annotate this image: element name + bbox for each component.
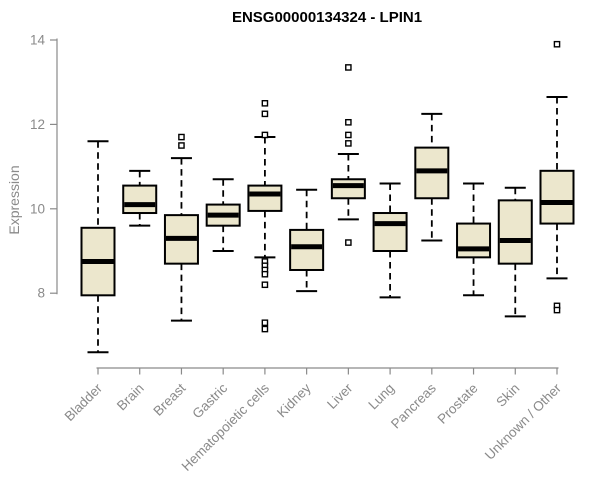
boxplot-breast [163,133,199,322]
boxplot-gastric [205,178,241,252]
outlier-point [345,239,352,246]
x-category-label-lung: Lung [365,381,397,413]
outlier-point [345,140,352,147]
outlier-point [261,325,269,333]
outlier-point [553,40,561,48]
outlier-point [178,133,185,141]
boxplot-unknown-other [539,40,575,314]
boxplot-hematopoietic-cells [247,99,283,333]
outlier-point [261,319,269,327]
y-axis-label: Expression [6,165,22,234]
x-category-label-liver: Liver [324,380,356,412]
x-category-label-breast: Breast [150,380,188,418]
boxplot-prostate [456,182,492,297]
box-rect [247,184,283,212]
outlier-point [178,142,185,149]
box-rect [539,169,575,225]
outlier-point [261,99,269,107]
box-rect [330,178,366,200]
x-category-label-kidney: Kidney [274,380,314,420]
boxplot-pancreas [414,112,450,242]
boxplot-series [80,40,575,354]
box-rect [372,212,408,253]
outlier-point [261,110,269,118]
boxplot-skin [497,186,533,318]
x-category-label-prostate: Prostate [435,381,481,427]
boxplot-lung [372,182,408,299]
box-rect [456,222,492,259]
outlier-point [261,270,269,278]
outlier-point [261,281,269,289]
x-category-label-brain: Brain [114,381,147,414]
boxplot-liver [330,64,366,246]
outlier-point [345,118,352,126]
x-category-label-unknown-other: Unknown / Other [482,380,565,463]
y-tick-label-14: 14 [30,33,46,48]
boxplot-brain [122,169,158,227]
y-tick-label-10: 10 [30,201,45,216]
x-category-label-gastric: Gastric [189,380,230,421]
chart-title: ENSG00000134324 - LPIN1 [232,9,422,26]
outlier-point [345,64,352,71]
x-category-label-skin: Skin [493,381,522,410]
box-rect [122,184,158,215]
x-category-label-pancreas: Pancreas [388,380,439,431]
y-axis: 8 10 12 14 [30,33,58,301]
box-rect [497,199,533,265]
outlier-point [261,131,269,139]
boxplot-kidney [289,188,325,293]
outlier-point [553,306,561,314]
box-rect [289,228,325,271]
y-tick-label-12: 12 [30,117,45,132]
boxplot-bladder [80,140,116,354]
x-category-label-bladder: Bladder [62,380,106,424]
y-tick-label-8: 8 [37,286,45,301]
outlier-point [345,131,352,139]
